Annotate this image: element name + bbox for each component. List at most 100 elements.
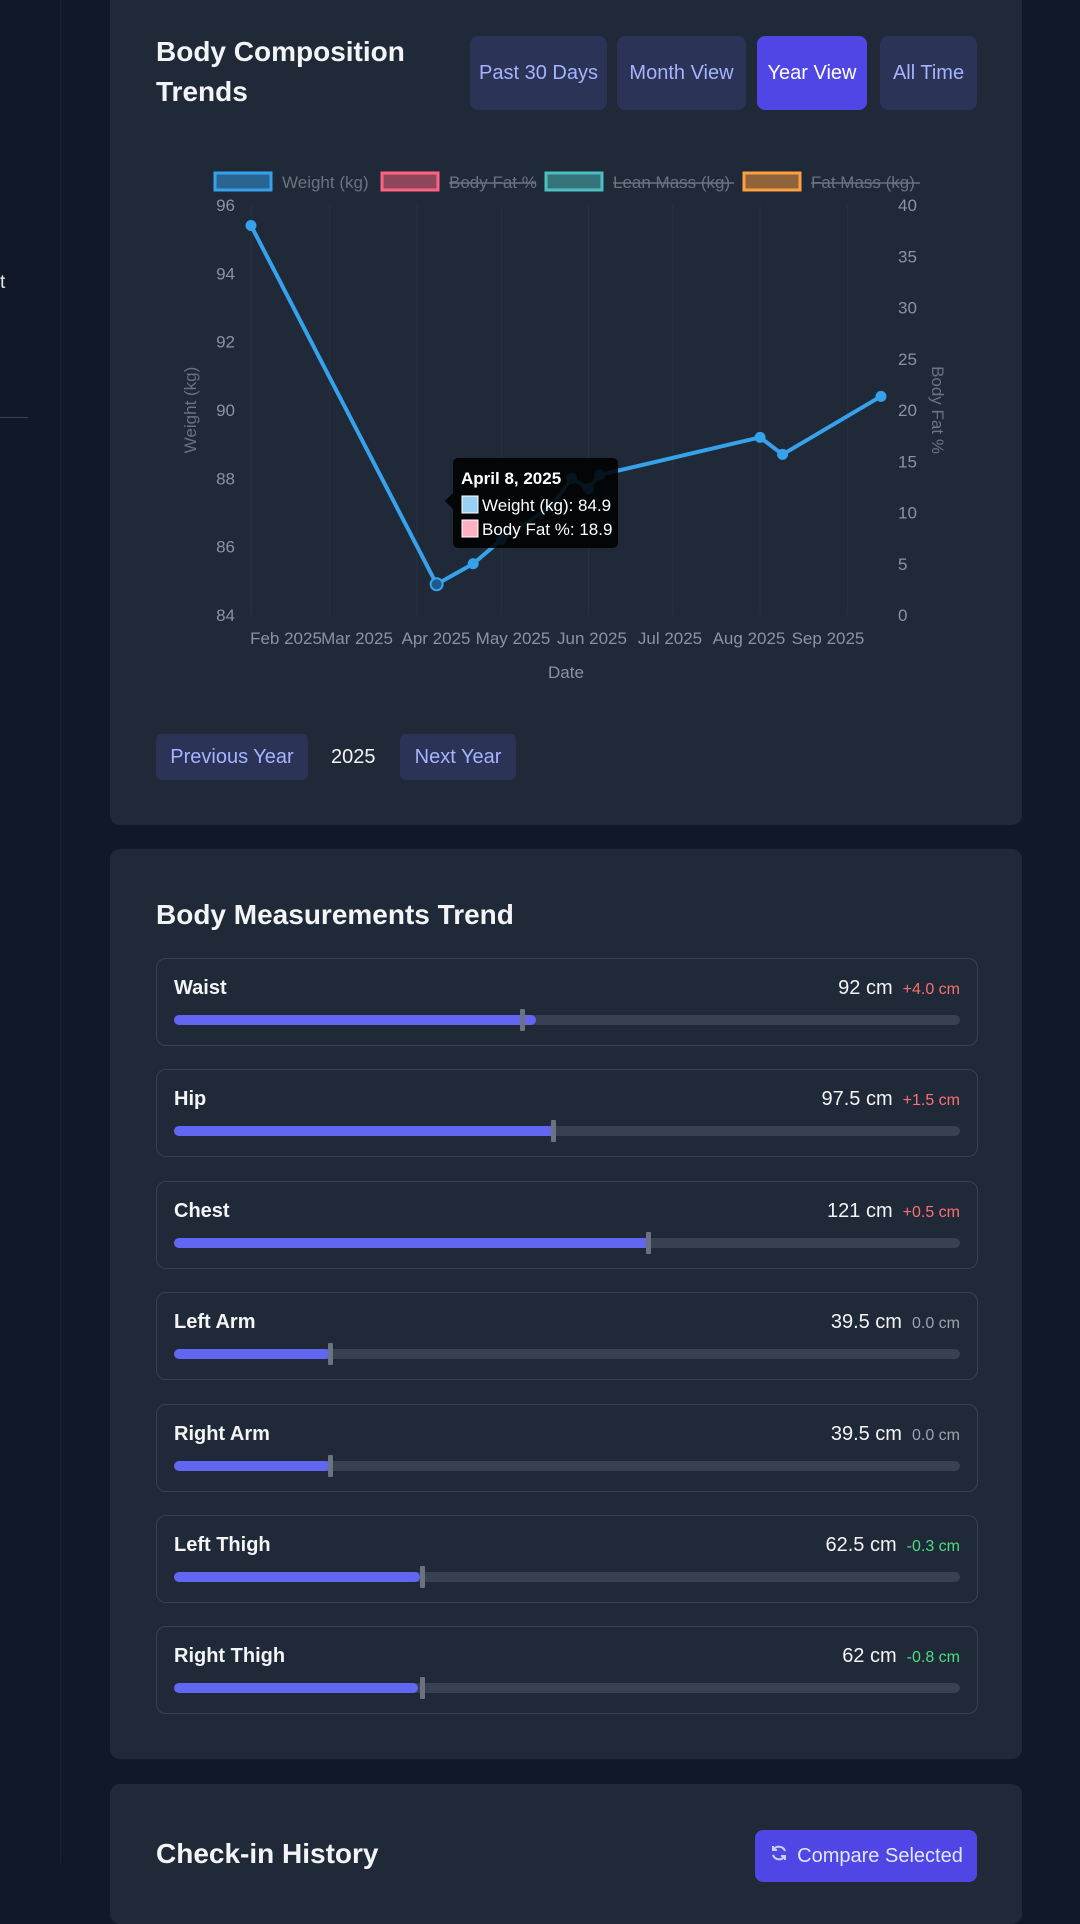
measurement-change: -0.3 cm (906, 1538, 960, 1555)
x-tick-label: Jul 2025 (638, 629, 702, 648)
previous-value-marker (327, 1343, 333, 1365)
next-year-button[interactable]: Next Year (400, 734, 516, 780)
previous-year-button[interactable]: Previous Year (156, 734, 308, 780)
previous-value-marker (419, 1677, 425, 1699)
sidebar-panel (0, 0, 61, 1863)
y-tick-label: 86 (216, 538, 235, 557)
measurement-row[interactable]: Chest 121 cm +0.5 cm (156, 1181, 978, 1269)
measurement-progress-track (174, 1343, 960, 1365)
y2-tick-label: 20 (898, 401, 917, 420)
composition-card: Body Composition Trends Past 30 Days Mon… (110, 0, 1022, 825)
measurement-values: 39.5 cm 0.0 cm (831, 1423, 960, 1446)
measurement-row[interactable]: Left Thigh 62.5 cm -0.3 cm (156, 1515, 978, 1603)
tooltip-swatch (461, 495, 479, 514)
y2-tick-label: 25 (898, 350, 917, 369)
weight-point (777, 448, 789, 460)
measurement-progress-fill (174, 1126, 556, 1136)
weight-point (429, 577, 444, 592)
x-tick-label: Apr 2025 (402, 629, 471, 648)
weight-point (467, 558, 479, 570)
x-tick-label: Aug 2025 (713, 629, 786, 648)
measurement-row[interactable]: Right Thigh 62 cm -0.8 cm (156, 1626, 978, 1714)
measurement-progress-fill (174, 1572, 421, 1582)
y2-tick-label: 30 (898, 299, 917, 318)
tooltip-caret (445, 493, 453, 509)
body-composition-chart[interactable]: Feb 2025 Mar 2025 Apr 2025 May 2025 Jun 2025… (110, 0, 1022, 710)
measurement-progress-track (174, 1566, 960, 1588)
measurement-value: 121 cm (827, 1200, 893, 1222)
measurement-change: 0.0 cm (911, 1427, 960, 1444)
tooltip-line: Weight (kg): 84.9 (482, 496, 611, 515)
y-tick-label: 84 (216, 606, 235, 625)
x-tick-label: May 2025 (476, 629, 551, 648)
y-axis-title: Weight (kg) (181, 367, 200, 454)
legend-swatch (544, 171, 604, 192)
range-all-time-button[interactable]: All Time (880, 36, 977, 110)
measurement-value: 62.5 cm (825, 1534, 897, 1556)
y-tick-label: 90 (216, 401, 235, 420)
compare-selected-button[interactable]: Compare Selected (755, 1830, 977, 1882)
range-past-30-days-button[interactable]: Past 30 Days (470, 36, 607, 110)
measurement-change: +0.5 cm (902, 1204, 960, 1221)
tooltip-line: Body Fat %: 18.9 (482, 520, 612, 539)
x-tick-label: Feb 2025 (250, 629, 322, 648)
history-card: Check-in History Compare Selected (110, 1784, 1022, 1924)
measurement-row[interactable]: Right Arm 39.5 cm 0.0 cm (156, 1404, 978, 1492)
measurement-row[interactable]: Waist 92 cm +4.0 cm (156, 958, 978, 1046)
measurement-value: 62 cm (842, 1645, 897, 1667)
range-label: Month View (629, 61, 734, 84)
measurement-values: 97.5 cm +1.5 cm (821, 1088, 960, 1111)
x-tick-label: Mar 2025 (321, 629, 393, 648)
measurement-progress-fill (174, 1015, 536, 1025)
measurement-progress-track (174, 1009, 960, 1031)
measurement-name: Waist (174, 977, 227, 999)
x-axis-title: Date (548, 663, 584, 682)
measurement-value: 39.5 cm (830, 1311, 902, 1333)
measurement-row[interactable]: Hip 97.5 cm +1.5 cm (156, 1069, 978, 1157)
measurement-name: Left Thigh (174, 1534, 271, 1556)
previous-value-marker (550, 1120, 556, 1142)
measurement-value: 92 cm (838, 977, 893, 999)
x-tick-label: Jun 2025 (557, 629, 627, 648)
range-label: Past 30 Days (479, 61, 598, 84)
previous-value-marker (520, 1009, 526, 1031)
measurement-name: Hip (174, 1088, 207, 1110)
y-tick-label: 92 (216, 333, 235, 352)
sidebar-partial-label: t (0, 272, 6, 293)
measurement-name: Left Arm (174, 1311, 256, 1333)
measurement-value: 97.5 cm (821, 1088, 893, 1110)
current-year-label: 2025 (331, 746, 376, 768)
weight-point (245, 220, 257, 231)
measurement-change: +4.0 cm (902, 981, 960, 998)
compare-selected-label: Compare Selected (797, 1844, 963, 1867)
x-tick-label: Sep 2025 (792, 629, 865, 648)
y2-tick-label: 0 (898, 606, 907, 625)
y2-tick-label: 40 (898, 196, 917, 215)
y2-tick-label: 5 (898, 555, 907, 574)
previous-value-marker (419, 1566, 425, 1588)
measurement-values: 62 cm -0.8 cm (842, 1645, 960, 1668)
tooltip-swatch (461, 519, 479, 538)
measurement-change: 0.0 cm (911, 1315, 960, 1332)
measurement-progress-track (174, 1455, 960, 1477)
y2-tick-label: 35 (898, 247, 917, 266)
weight-point (754, 431, 766, 443)
measurement-values: 62.5 cm -0.3 cm (826, 1534, 961, 1557)
measurement-progress-fill (174, 1461, 332, 1471)
legend-swatch (213, 171, 273, 192)
range-year-view-button[interactable]: Year View (757, 36, 867, 110)
y-tick-label: 88 (216, 469, 235, 488)
sidebar-divider (0, 417, 28, 418)
measurement-values: 39.5 cm 0.0 cm (831, 1311, 960, 1334)
measurement-change: +1.5 cm (902, 1092, 960, 1109)
composition-title: Body Composition Trends (156, 36, 405, 107)
y2-axis-title: Body Fat % (928, 366, 947, 454)
measurement-row[interactable]: Left Arm 39.5 cm 0.0 cm (156, 1292, 978, 1380)
measurements-card: Body Measurements Trend Waist 92 cm +4.0 c… (110, 849, 1022, 1759)
legend-label: Weight (kg) (282, 173, 369, 192)
measurement-name: Right Arm (174, 1423, 270, 1445)
range-month-view-button[interactable]: Month View (617, 36, 746, 110)
measurement-name: Right Thigh (174, 1645, 286, 1667)
chart-tooltip (453, 458, 618, 548)
previous-value-marker (327, 1455, 333, 1477)
